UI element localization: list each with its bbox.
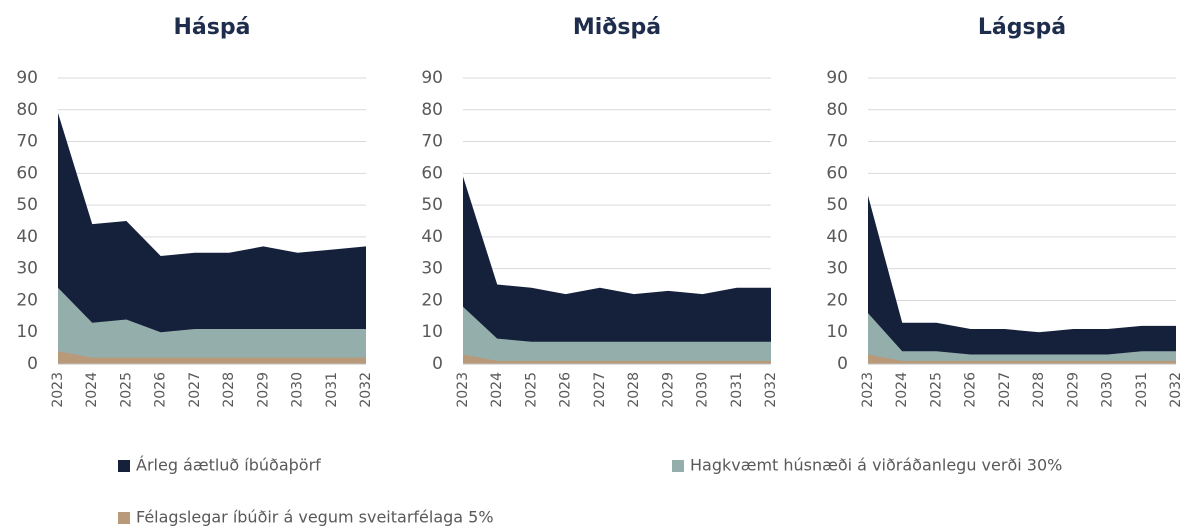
y-tick-label: 30 bbox=[421, 259, 443, 279]
y-tick-label: 40 bbox=[826, 227, 848, 247]
legend-label: Hagkvæmt húsnæði á viðráðanlegu verði 30… bbox=[690, 456, 1062, 475]
y-tick-label: 10 bbox=[826, 322, 848, 342]
y-tick-label: 60 bbox=[421, 163, 443, 183]
legend-swatch bbox=[118, 512, 130, 524]
x-tick-label: 2031 bbox=[729, 372, 745, 408]
x-tick-label: 2024 bbox=[894, 372, 910, 408]
x-tick-label: 2030 bbox=[695, 372, 711, 408]
x-tick-label: 2029 bbox=[255, 372, 271, 408]
x-tick-label: 2023 bbox=[860, 372, 876, 408]
y-tick-label: 80 bbox=[421, 100, 443, 120]
area bbox=[868, 313, 1176, 364]
chart-title: Háspá bbox=[174, 15, 251, 40]
y-tick-label: 80 bbox=[16, 100, 38, 120]
y-tick-label: 50 bbox=[826, 195, 848, 215]
y-tick-label: 50 bbox=[421, 195, 443, 215]
y-tick-label: 0 bbox=[837, 354, 848, 374]
x-tick-label: 2026 bbox=[963, 372, 979, 408]
x-tick-label: 2027 bbox=[592, 372, 608, 408]
area bbox=[463, 176, 771, 364]
y-tick-label: 80 bbox=[826, 100, 848, 120]
y-tick-label: 70 bbox=[421, 132, 443, 152]
legend-swatch bbox=[118, 460, 130, 472]
x-tick-label: 2031 bbox=[324, 372, 340, 408]
x-tick-label: 2029 bbox=[660, 372, 676, 408]
x-tick-label: 2024 bbox=[84, 372, 100, 408]
y-tick-label: 70 bbox=[826, 132, 848, 152]
y-tick-label: 20 bbox=[421, 290, 443, 310]
area bbox=[868, 354, 1176, 364]
y-tick-label: 20 bbox=[826, 290, 848, 310]
x-tick-label: 2026 bbox=[153, 372, 169, 408]
y-tick-label: 10 bbox=[421, 322, 443, 342]
x-tick-label: 2027 bbox=[997, 372, 1013, 408]
x-tick-label: 2025 bbox=[118, 372, 134, 408]
legend-label: Árleg áætluð íbúðaþörf bbox=[136, 456, 321, 475]
y-tick-label: 30 bbox=[16, 259, 38, 279]
x-tick-label: 2030 bbox=[290, 372, 306, 408]
x-tick-label: 2031 bbox=[1134, 372, 1150, 408]
x-tick-label: 2032 bbox=[763, 372, 779, 408]
y-tick-label: 50 bbox=[16, 195, 38, 215]
x-tick-label: 2028 bbox=[1031, 372, 1047, 408]
x-tick-label: 2032 bbox=[358, 372, 374, 408]
x-tick-label: 2024 bbox=[489, 372, 505, 408]
y-tick-label: 10 bbox=[16, 322, 38, 342]
legend-label: Félagslegar íbúðir á vegum sveitarfélaga… bbox=[136, 508, 494, 527]
y-tick-label: 90 bbox=[826, 68, 848, 88]
area bbox=[463, 306, 771, 364]
area bbox=[463, 354, 771, 364]
y-tick-label: 40 bbox=[421, 227, 443, 247]
y-tick-label: 0 bbox=[432, 354, 443, 374]
y-tick-label: 20 bbox=[16, 290, 38, 310]
x-tick-label: 2026 bbox=[558, 372, 574, 408]
x-tick-label: 2023 bbox=[50, 372, 66, 408]
chart-title: Lágspá bbox=[978, 15, 1066, 40]
y-tick-label: 70 bbox=[16, 132, 38, 152]
y-tick-label: 90 bbox=[16, 68, 38, 88]
x-tick-label: 2028 bbox=[221, 372, 237, 408]
x-tick-label: 2023 bbox=[455, 372, 471, 408]
x-tick-label: 2025 bbox=[523, 372, 539, 408]
chart-title: Miðspá bbox=[573, 15, 661, 40]
area bbox=[58, 351, 366, 364]
x-tick-label: 2027 bbox=[187, 372, 203, 408]
area bbox=[58, 287, 366, 364]
y-tick-label: 90 bbox=[421, 68, 443, 88]
y-tick-label: 0 bbox=[27, 354, 38, 374]
x-tick-label: 2030 bbox=[1100, 372, 1116, 408]
area bbox=[868, 195, 1176, 364]
x-tick-label: 2025 bbox=[928, 372, 944, 408]
legend-swatch bbox=[672, 460, 684, 472]
y-tick-label: 40 bbox=[16, 227, 38, 247]
y-tick-label: 60 bbox=[826, 163, 848, 183]
x-tick-label: 2029 bbox=[1065, 372, 1081, 408]
area bbox=[58, 112, 366, 364]
y-tick-label: 60 bbox=[16, 163, 38, 183]
x-tick-label: 2032 bbox=[1168, 372, 1184, 408]
y-tick-label: 30 bbox=[826, 259, 848, 279]
x-tick-label: 2028 bbox=[626, 372, 642, 408]
